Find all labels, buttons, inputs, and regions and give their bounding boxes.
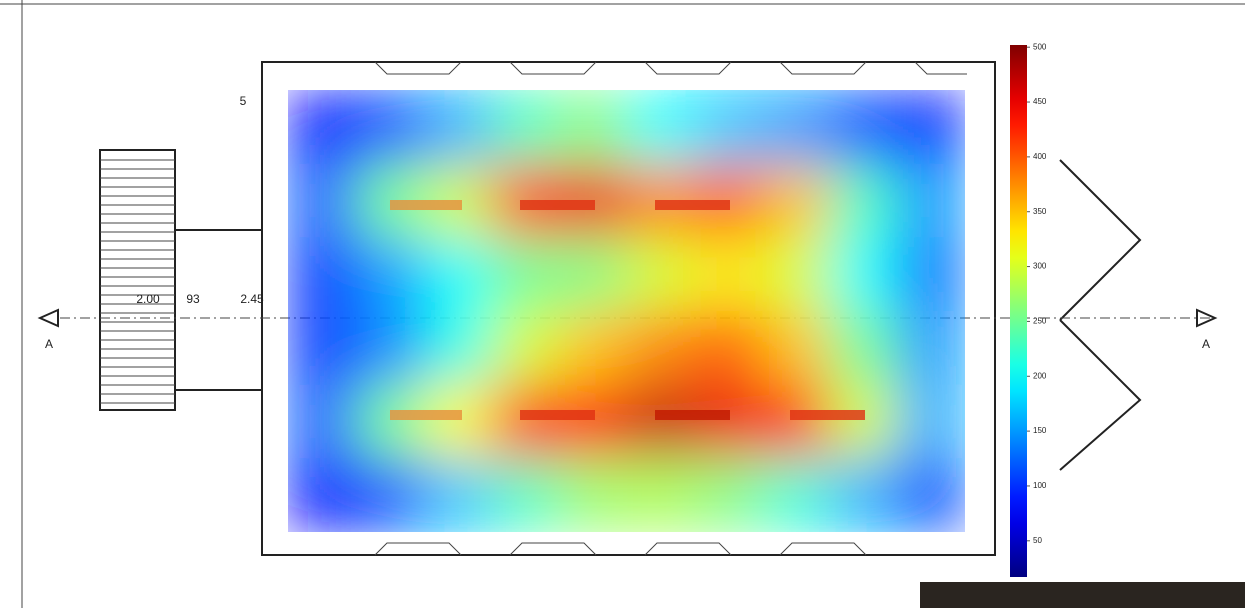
- heat-cell: [491, 90, 559, 164]
- lamp: [790, 410, 865, 420]
- heat-cell: [356, 458, 424, 532]
- colorbar-tick-label: 200: [1033, 371, 1047, 380]
- colorbar-tick-label: 250: [1033, 317, 1047, 326]
- section-label: A: [1202, 337, 1210, 351]
- colorbar-tick-label: 100: [1033, 481, 1047, 490]
- heat-cell: [356, 385, 424, 459]
- heat-cell: [830, 311, 898, 385]
- heat-cell: [491, 385, 559, 459]
- colorbar-tick-label: 500: [1033, 42, 1047, 51]
- heat-cell: [491, 311, 559, 385]
- section-label: A: [45, 337, 53, 351]
- heat-cell: [762, 164, 830, 238]
- colorbar-tick-label: 50: [1033, 536, 1042, 545]
- page: {"chart_data": { "type": "heatmap", "col…: [0, 0, 1245, 608]
- lamp: [520, 200, 595, 210]
- colorbar-tick-label: 350: [1033, 207, 1047, 216]
- colorbar-scale: [1010, 45, 1027, 577]
- heat-cell: [288, 164, 356, 238]
- heat-cell: [627, 458, 695, 532]
- heat-cell: [423, 311, 491, 385]
- heat-cell: [897, 385, 965, 459]
- heat-cell: [627, 90, 695, 164]
- lamp: [655, 410, 730, 420]
- heat-cell: [423, 458, 491, 532]
- heat-cell: [356, 311, 424, 385]
- heat-cell: [559, 90, 627, 164]
- heat-cell: [762, 90, 830, 164]
- heat-cell: [897, 311, 965, 385]
- lamp: [520, 410, 595, 420]
- heat-cell: [762, 385, 830, 459]
- heat-cell: [423, 237, 491, 311]
- heat-cell: [694, 311, 762, 385]
- heat-cell: [694, 90, 762, 164]
- stairs: [100, 150, 175, 410]
- heatmap: [288, 90, 966, 533]
- heat-cell: [897, 90, 965, 164]
- heat-cell: [897, 458, 965, 532]
- heat-cell: [288, 311, 356, 385]
- heat-cell: [830, 90, 898, 164]
- heat-cell: [559, 458, 627, 532]
- section-marker-left: [40, 310, 58, 326]
- heat-cell: [423, 385, 491, 459]
- entrance: [175, 230, 262, 390]
- heat-cell: [897, 164, 965, 238]
- colorbar-tick-label: 450: [1033, 97, 1047, 106]
- heat-cell: [627, 311, 695, 385]
- dimension-label: 2.45: [240, 292, 264, 306]
- heat-cell: [627, 237, 695, 311]
- heat-cell: [830, 458, 898, 532]
- heat-cell: [288, 458, 356, 532]
- heat-cell: [491, 458, 559, 532]
- lamp: [655, 200, 730, 210]
- heat-cell: [288, 385, 356, 459]
- apse: [1060, 160, 1140, 470]
- heat-cell: [830, 164, 898, 238]
- heat-cell: [559, 385, 627, 459]
- heat-cell: [559, 237, 627, 311]
- dimension-label: 93: [186, 292, 200, 306]
- photo-thumbnail: [920, 582, 1245, 608]
- heat-cell: [559, 311, 627, 385]
- dimension-label: 5: [240, 94, 247, 108]
- colorbar-tick-label: 150: [1033, 426, 1047, 435]
- heat-cell: [694, 385, 762, 459]
- lamp: [390, 410, 462, 420]
- heat-cell: [830, 385, 898, 459]
- heat-cell: [356, 237, 424, 311]
- heat-cell: [356, 90, 424, 164]
- dimension-label: 2.00: [136, 292, 160, 306]
- lamp: [390, 200, 462, 210]
- window-bays-top: [375, 62, 967, 74]
- heat-cell: [897, 237, 965, 311]
- colorbar-tick-label: 300: [1033, 262, 1047, 271]
- heat-cell: [694, 458, 762, 532]
- heat-cell: [288, 237, 356, 311]
- colorbar: 50 100 150 200 250 300 350 400 450 500: [1010, 42, 1047, 577]
- chart: 50 100 150 200 250 300 350 400 450 500 2.00 93 2.…: [0, 0, 1245, 608]
- heat-cell: [762, 458, 830, 532]
- heat-cell: [423, 90, 491, 164]
- heat-cell: [694, 237, 762, 311]
- colorbar-tick-label: 400: [1033, 152, 1047, 161]
- heat-cell: [762, 237, 830, 311]
- heat-cell: [288, 90, 356, 164]
- window-bays-bottom: [375, 543, 866, 555]
- heat-cell: [627, 385, 695, 459]
- heat-cell: [830, 237, 898, 311]
- heat-cell: [491, 237, 559, 311]
- heat-cell: [762, 311, 830, 385]
